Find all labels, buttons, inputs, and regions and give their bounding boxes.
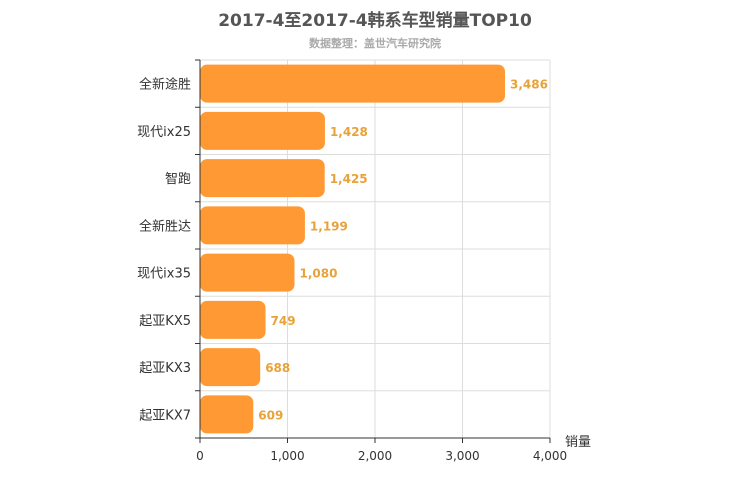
y-tick-label: 现代ix35	[137, 267, 191, 282]
data-label: 3,486	[510, 78, 548, 92]
bar	[200, 159, 325, 198]
y-tick-label: 全新胜达	[139, 218, 191, 234]
x-tick-label: 1,000	[270, 449, 304, 463]
x-tick-label: 2,000	[358, 449, 392, 463]
x-tick-label: 3,000	[445, 449, 479, 463]
x-tick-label: 0	[196, 449, 204, 463]
bar	[200, 395, 254, 434]
labels: 3,486 全新途胜 1,428 现代ix25 1,425 智跑 1,199 全新胜达 1,08…	[137, 77, 567, 463]
y-tick-label: 全新途胜	[139, 77, 191, 93]
data-label: 609	[258, 408, 283, 422]
bar	[200, 300, 266, 339]
chart-title: 2017-4至2017-4韩系车型销量TOP10	[218, 11, 532, 31]
bar	[200, 111, 325, 150]
bar-series	[200, 64, 506, 434]
bar	[200, 253, 295, 292]
data-label: 1,428	[330, 125, 368, 139]
axes	[195, 59, 551, 443]
y-tick-label: 智跑	[165, 172, 191, 187]
y-tick-label: 起亚KX5	[139, 314, 191, 329]
chart-subtitle: 数据整理：盖世汽车研究院	[309, 37, 441, 50]
x-axis-title: 销量	[565, 435, 591, 450]
x-tick-label: 4,000	[533, 449, 567, 463]
data-label: 1,425	[330, 172, 368, 186]
y-tick-label: 起亚KX7	[139, 408, 191, 423]
bar	[200, 64, 506, 103]
bar	[200, 348, 261, 387]
bar	[200, 206, 305, 245]
y-tick-label: 起亚KX3	[139, 361, 191, 376]
data-label: 1,080	[300, 267, 338, 281]
y-tick-label: 现代ix25	[137, 125, 191, 140]
data-label: 1,199	[310, 219, 348, 233]
grid-lines	[200, 59, 551, 438]
data-label: 749	[271, 314, 296, 328]
data-label: 688	[265, 361, 290, 375]
